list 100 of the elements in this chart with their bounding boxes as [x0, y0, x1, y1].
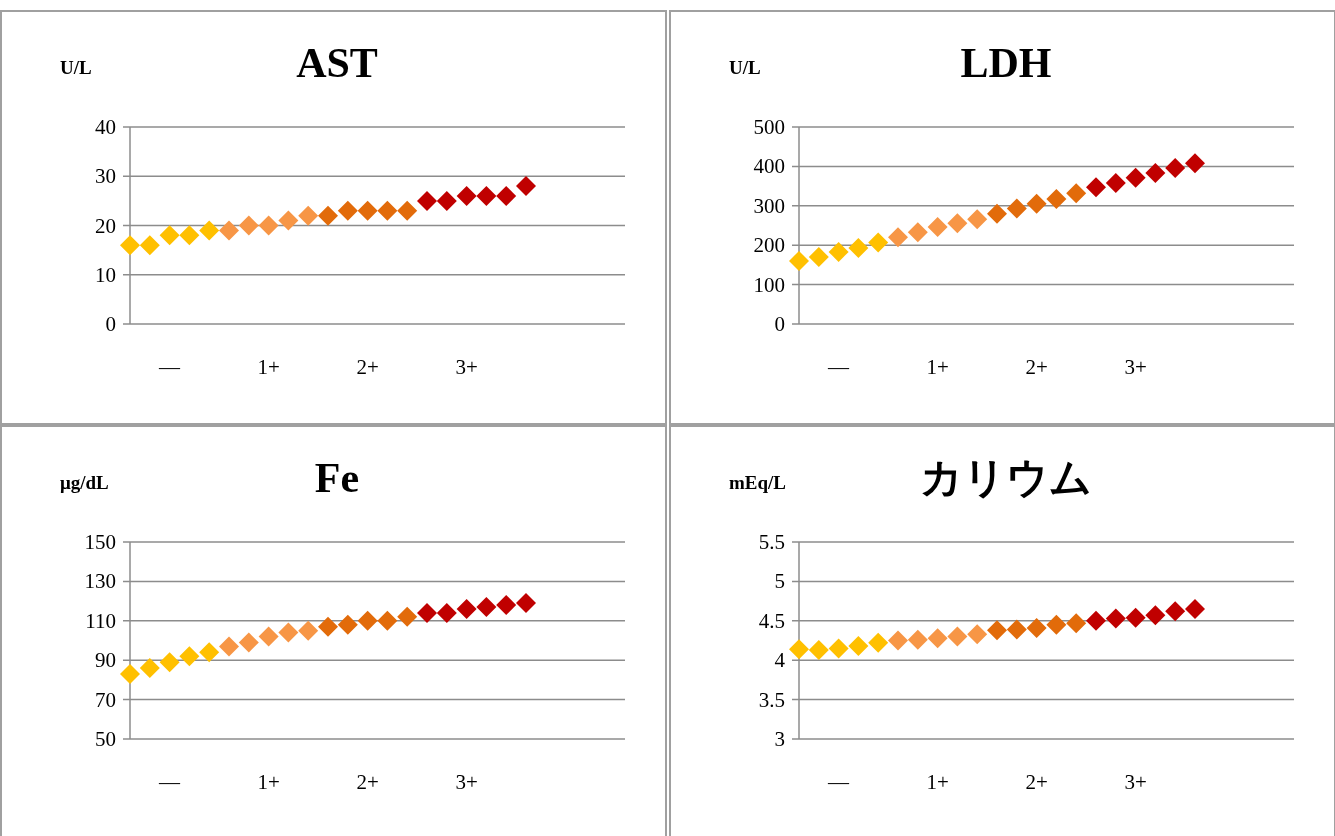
x-tick-label: 3+ — [455, 355, 478, 379]
point — [1125, 607, 1146, 628]
point — [318, 616, 338, 637]
point — [516, 176, 536, 197]
point — [828, 638, 849, 659]
point — [868, 632, 889, 653]
point — [199, 220, 220, 241]
point — [139, 658, 160, 679]
point — [808, 247, 829, 268]
y-tick-label: 50 — [95, 727, 116, 751]
y-tick-label: 200 — [753, 233, 785, 258]
point — [907, 222, 928, 243]
point — [1125, 167, 1146, 188]
point — [1006, 198, 1027, 219]
point — [907, 629, 928, 650]
point — [1105, 608, 1126, 629]
chart-title: LDH — [960, 40, 1052, 86]
y-tick-label: 3.5 — [758, 687, 785, 712]
y-tick-label: 10 — [95, 262, 116, 287]
point — [1026, 617, 1047, 638]
x-tick-label: 1+ — [257, 770, 280, 794]
y-tick-label: 150 — [84, 530, 116, 554]
point — [278, 210, 299, 231]
point — [1066, 613, 1087, 634]
y-tick-label: 4 — [774, 648, 786, 673]
point — [298, 620, 319, 641]
point — [337, 200, 358, 221]
point — [789, 639, 809, 660]
chart-title: AST — [296, 40, 378, 86]
point — [1006, 619, 1027, 640]
y-tick-label: 90 — [95, 648, 116, 673]
y-tick-label: 500 — [753, 115, 785, 139]
point — [179, 225, 200, 246]
point — [357, 610, 378, 631]
point — [1086, 610, 1106, 631]
x-tick-label: 2+ — [1025, 770, 1048, 794]
x-tick-label: 1+ — [257, 355, 280, 379]
point — [238, 632, 259, 653]
point — [476, 597, 497, 618]
x-tick-label: 2+ — [1025, 355, 1048, 379]
point — [1185, 598, 1205, 619]
y-axis-title: U/L — [60, 57, 92, 78]
point — [888, 227, 908, 248]
point — [159, 652, 180, 673]
point — [947, 213, 968, 234]
y-tick-label: 3 — [774, 727, 785, 751]
x-tick-label: — — [827, 355, 851, 379]
point — [848, 636, 869, 657]
point — [987, 203, 1007, 224]
point — [139, 235, 160, 256]
point — [927, 217, 948, 238]
point — [219, 220, 239, 241]
point — [967, 624, 988, 645]
point — [1165, 601, 1186, 622]
chart-title: Fe — [314, 455, 360, 501]
x-tick-label: — — [158, 770, 182, 794]
x-tick-label: 2+ — [356, 355, 379, 379]
point — [397, 200, 418, 221]
point — [516, 593, 536, 614]
x-tick-label: 1+ — [926, 355, 949, 379]
point — [278, 622, 299, 643]
point — [377, 200, 398, 221]
point — [258, 626, 279, 647]
point — [476, 185, 497, 206]
point — [1145, 163, 1166, 184]
point — [1165, 157, 1186, 178]
point — [1066, 183, 1087, 204]
point — [199, 642, 220, 663]
x-tick-label: 3+ — [455, 770, 478, 794]
point — [298, 205, 319, 226]
point — [318, 205, 338, 226]
chart-title: カリウム — [920, 455, 1092, 501]
point — [1185, 153, 1205, 174]
point — [1046, 614, 1067, 635]
point — [789, 250, 809, 271]
y-tick-label: 4.5 — [758, 608, 785, 633]
y-tick-label: 30 — [95, 164, 116, 189]
point — [987, 620, 1007, 641]
point — [848, 237, 869, 258]
point — [1046, 189, 1067, 210]
x-tick-label: — — [827, 770, 851, 794]
y-axis-title: U/L — [729, 57, 761, 78]
y-tick-label: 100 — [753, 272, 785, 297]
point — [1086, 177, 1106, 198]
y-tick-label: 300 — [753, 193, 785, 218]
y-axis-title: μg/dL — [60, 472, 109, 493]
y-tick-label: 0 — [774, 312, 785, 336]
point — [1105, 172, 1126, 193]
point — [219, 636, 239, 657]
y-tick-label: 5 — [774, 569, 785, 594]
point — [417, 190, 437, 211]
point — [120, 235, 140, 256]
y-tick-label: 20 — [95, 213, 116, 238]
y-tick-label: 40 — [95, 115, 116, 139]
point — [397, 606, 418, 627]
point — [436, 602, 457, 623]
y-tick-label: 130 — [84, 569, 116, 594]
point — [947, 626, 968, 647]
point — [179, 646, 200, 667]
point — [1026, 193, 1047, 214]
